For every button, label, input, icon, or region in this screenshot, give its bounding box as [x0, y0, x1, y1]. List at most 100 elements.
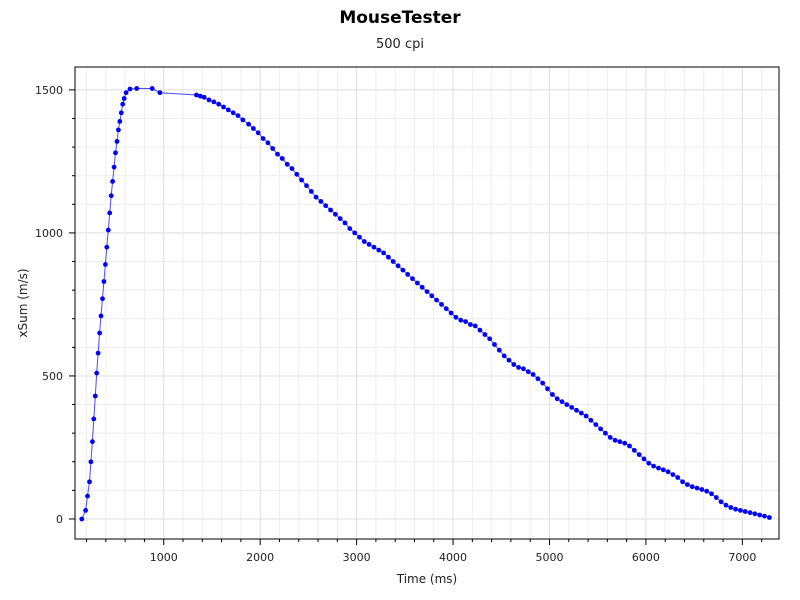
- data-point: [104, 244, 110, 250]
- data-point: [468, 322, 473, 327]
- data-point: [260, 136, 266, 141]
- data-point: [540, 380, 546, 386]
- data-point: [588, 417, 594, 423]
- data-point: [110, 179, 115, 184]
- data-point: [434, 297, 439, 303]
- data-point: [535, 376, 541, 382]
- data-point: [675, 475, 681, 480]
- data-point: [275, 151, 280, 157]
- data-point: [636, 452, 642, 457]
- data-point: [103, 262, 108, 267]
- data-point: [622, 440, 628, 446]
- data-point: [323, 203, 329, 209]
- data-point: [718, 499, 724, 505]
- data-point: [101, 279, 107, 284]
- data-point: [127, 86, 133, 92]
- data-point: [559, 399, 565, 405]
- data-point: [554, 396, 560, 402]
- data-point: [318, 199, 324, 204]
- data-point: [472, 323, 478, 329]
- data-point: [240, 117, 246, 123]
- data-point: [198, 93, 203, 99]
- plot-frame: [74, 66, 780, 540]
- data-point: [117, 119, 123, 124]
- data-point: [477, 327, 483, 333]
- data-point: [496, 347, 502, 353]
- chart-title: MouseTester: [339, 8, 461, 28]
- data-point: [709, 491, 714, 497]
- data-point: [713, 495, 719, 500]
- x-tick-label: 5000: [535, 551, 563, 564]
- data-point: [347, 226, 353, 232]
- data-point: [107, 210, 113, 216]
- data-point: [299, 177, 304, 183]
- data-point: [113, 150, 118, 156]
- data-point: [114, 139, 120, 144]
- data-point: [92, 393, 98, 399]
- data-point: [578, 410, 584, 416]
- data-point: [216, 101, 222, 107]
- data-point: [111, 164, 117, 170]
- data-point: [313, 194, 319, 200]
- data-point: [550, 392, 555, 397]
- data-point: [116, 127, 121, 133]
- data-point: [631, 447, 637, 453]
- data-point: [337, 216, 343, 222]
- data-point: [284, 161, 290, 167]
- data-point: [680, 479, 685, 485]
- data-point: [516, 365, 521, 370]
- data-point: [747, 510, 753, 516]
- data-point: [386, 254, 391, 260]
- data-point: [328, 207, 333, 213]
- data-point: [83, 508, 88, 513]
- data-point: [728, 505, 734, 510]
- data-point: [279, 156, 285, 161]
- data-point: [410, 276, 415, 282]
- data-point: [545, 386, 550, 392]
- data-point: [342, 220, 348, 226]
- data-point: [90, 439, 95, 445]
- data-point: [603, 430, 608, 436]
- data-point: [149, 86, 155, 91]
- data-point: [762, 513, 767, 519]
- data-point: [371, 244, 377, 250]
- data-point: [694, 485, 700, 491]
- data-point: [405, 272, 411, 277]
- y-tick-label: 500: [42, 370, 63, 383]
- data-point: [738, 508, 743, 513]
- y-tick-label: 1500: [35, 84, 63, 97]
- data-point: [270, 146, 276, 151]
- data-point: [670, 472, 676, 477]
- data-point: [366, 242, 372, 247]
- data-point: [627, 443, 632, 449]
- data-point: [733, 506, 738, 512]
- data-point: [211, 99, 217, 105]
- data-point: [294, 171, 300, 177]
- data-point: [206, 97, 212, 103]
- data-point: [574, 407, 579, 413]
- data-point: [665, 469, 671, 475]
- data-point: [376, 247, 382, 253]
- data-point: [100, 296, 105, 302]
- data-point: [201, 94, 207, 100]
- data-point: [607, 435, 613, 440]
- data-point: [525, 369, 531, 375]
- data-point: [91, 416, 97, 422]
- data-point: [94, 370, 100, 376]
- data-point: [87, 479, 92, 485]
- data-point: [757, 512, 763, 518]
- data-point: [108, 193, 114, 199]
- data-point: [134, 86, 140, 91]
- series-line: [81, 88, 770, 520]
- data-point: [308, 189, 314, 194]
- data-point: [704, 488, 710, 494]
- data-point: [361, 239, 367, 244]
- data-point: [246, 121, 252, 127]
- data-point: [521, 366, 526, 372]
- data-point: [265, 140, 271, 146]
- data-point: [463, 319, 468, 324]
- data-point: [685, 482, 690, 487]
- data-point: [593, 422, 599, 427]
